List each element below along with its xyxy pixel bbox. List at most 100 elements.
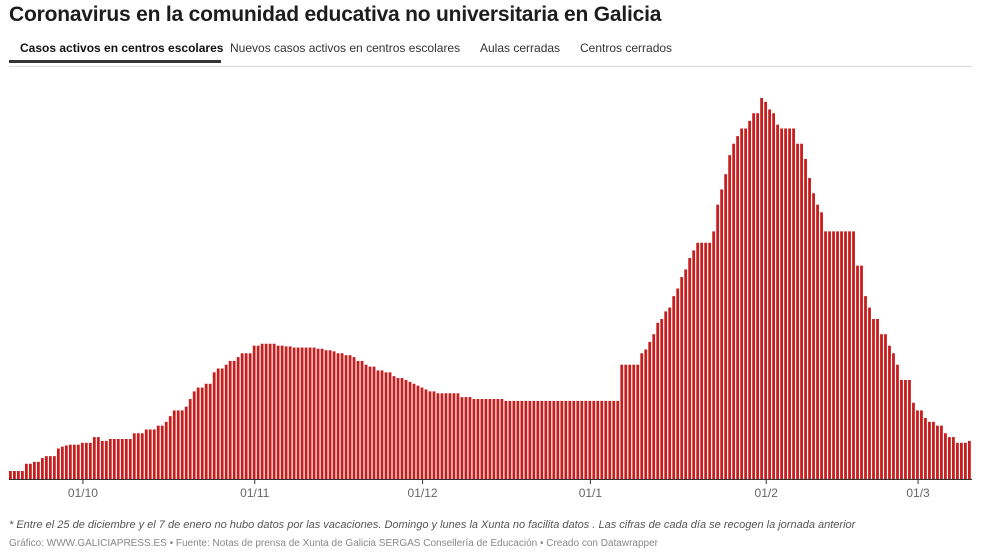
bar bbox=[868, 307, 871, 479]
bar bbox=[620, 364, 624, 479]
bar bbox=[328, 350, 332, 479]
credits: Gráfico: WWW.GALICIAPRESS.ES • Fuente: N… bbox=[9, 538, 658, 549]
bar bbox=[920, 410, 923, 479]
bar bbox=[396, 378, 400, 479]
bar bbox=[144, 429, 148, 479]
bar bbox=[692, 250, 696, 479]
bar bbox=[184, 406, 188, 479]
bar bbox=[80, 442, 84, 480]
bar bbox=[412, 383, 416, 479]
bar bbox=[96, 437, 100, 479]
bar bbox=[604, 400, 608, 479]
bar bbox=[796, 143, 799, 479]
bar bbox=[220, 368, 224, 479]
bar bbox=[60, 446, 64, 479]
bar bbox=[908, 379, 911, 479]
bar bbox=[40, 458, 44, 480]
bar bbox=[428, 391, 432, 479]
bar bbox=[724, 174, 728, 479]
bar bbox=[232, 360, 236, 479]
bar bbox=[84, 442, 88, 480]
bar bbox=[556, 400, 560, 479]
bar bbox=[608, 400, 612, 479]
tab-nuevos-casos[interactable]: Nuevos casos activos en centros escolare… bbox=[230, 41, 461, 55]
bar bbox=[540, 400, 544, 479]
bar bbox=[48, 456, 52, 479]
bar bbox=[292, 347, 296, 479]
bar bbox=[128, 439, 132, 480]
bar bbox=[832, 231, 835, 479]
bar bbox=[260, 343, 264, 479]
bar bbox=[764, 101, 768, 479]
bar bbox=[28, 463, 32, 479]
bar bbox=[356, 360, 360, 479]
bar bbox=[544, 400, 548, 479]
bar bbox=[720, 189, 724, 479]
bar bbox=[884, 334, 887, 479]
bar bbox=[780, 128, 783, 480]
bar bbox=[384, 372, 388, 479]
bar bbox=[772, 113, 776, 480]
bar bbox=[784, 128, 787, 480]
bar bbox=[936, 425, 939, 479]
bar bbox=[688, 258, 692, 479]
bar bbox=[104, 440, 108, 479]
bar bbox=[580, 400, 584, 479]
bar bbox=[200, 387, 204, 479]
bar bbox=[300, 347, 304, 479]
bar bbox=[180, 410, 184, 479]
bar bbox=[824, 231, 827, 479]
bar bbox=[120, 439, 124, 480]
bar bbox=[236, 357, 240, 479]
bar bbox=[404, 379, 408, 479]
bar bbox=[9, 471, 12, 479]
bar bbox=[52, 456, 56, 479]
bar bbox=[192, 391, 196, 479]
bar bbox=[548, 400, 552, 479]
bar bbox=[204, 383, 208, 479]
tab-casos-activos[interactable]: Casos activos en centros escolares bbox=[20, 41, 224, 55]
bar bbox=[424, 389, 428, 479]
bar bbox=[808, 178, 811, 479]
bar bbox=[520, 400, 524, 479]
bar bbox=[44, 456, 48, 479]
bar bbox=[188, 398, 192, 479]
bar bbox=[440, 393, 444, 479]
bar bbox=[164, 421, 168, 479]
bar bbox=[960, 442, 963, 480]
bar bbox=[752, 113, 756, 480]
bar bbox=[684, 269, 688, 479]
bar bbox=[360, 360, 364, 479]
bar bbox=[320, 348, 324, 479]
bar bbox=[968, 440, 971, 479]
bars-group bbox=[9, 98, 971, 480]
bar bbox=[256, 345, 260, 479]
bar bbox=[860, 265, 863, 479]
bar bbox=[852, 231, 855, 479]
tab-centros-cerrados[interactable]: Centros cerrados bbox=[580, 41, 673, 55]
bar bbox=[800, 143, 803, 479]
bar bbox=[872, 318, 875, 479]
bar bbox=[212, 372, 216, 479]
bar bbox=[776, 124, 779, 480]
x-tick-label: 01/10 bbox=[68, 486, 98, 500]
bar bbox=[956, 442, 959, 480]
bar bbox=[524, 400, 528, 479]
bar bbox=[36, 461, 40, 479]
bar bbox=[432, 391, 436, 479]
bar bbox=[572, 400, 576, 479]
bar bbox=[240, 353, 244, 479]
bar bbox=[116, 439, 120, 480]
bar bbox=[728, 155, 732, 479]
bar bbox=[532, 400, 536, 479]
bar bbox=[408, 381, 412, 480]
bar bbox=[528, 400, 532, 479]
bar bbox=[88, 442, 92, 480]
bar bbox=[244, 353, 248, 479]
bar bbox=[856, 265, 859, 479]
bar bbox=[252, 345, 256, 479]
tab-aulas-cerradas[interactable]: Aulas cerradas bbox=[480, 41, 561, 55]
bar bbox=[216, 368, 220, 479]
bar bbox=[100, 440, 104, 479]
bar bbox=[124, 439, 128, 480]
